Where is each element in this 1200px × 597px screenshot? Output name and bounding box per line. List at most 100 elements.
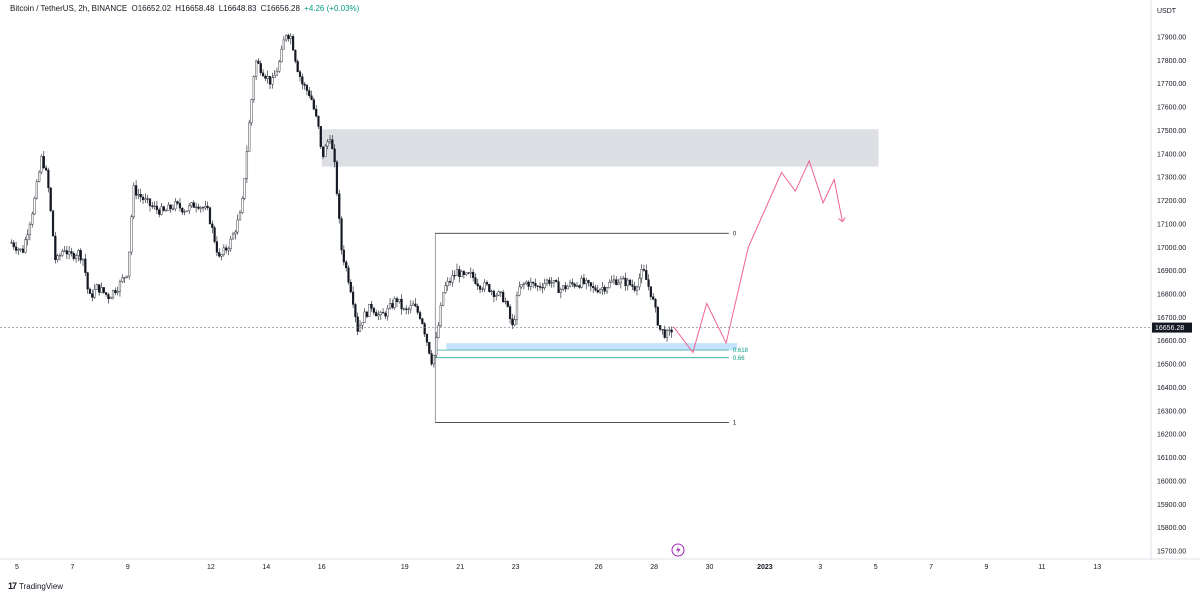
- candle: [165, 208, 168, 212]
- change-value: +4.26 (+0.03%): [304, 4, 360, 13]
- candle: [208, 206, 212, 225]
- candle: [382, 308, 385, 314]
- time-tick-label: 3: [818, 564, 822, 571]
- candle: [315, 105, 318, 118]
- candle: [28, 221, 32, 241]
- candle: [633, 281, 636, 293]
- candle: [342, 245, 345, 266]
- candle: [271, 72, 274, 89]
- candle: [562, 285, 565, 292]
- candle: [462, 269, 465, 279]
- candle: [589, 282, 592, 292]
- candle: [435, 331, 438, 358]
- candle: [192, 200, 195, 208]
- time-tick-label: 26: [595, 564, 603, 571]
- fib-level-label: 0.66: [733, 356, 745, 362]
- price-axis[interactable]: 17900.00 17800.00 17700.00 17600.00 17500.00…: [1157, 35, 1186, 556]
- candle: [114, 287, 117, 296]
- candle: [580, 275, 583, 289]
- candle: [615, 276, 618, 286]
- high-value: H16658.48: [175, 4, 215, 13]
- candle: [169, 203, 172, 213]
- candle: [319, 125, 322, 150]
- candle: [656, 305, 659, 327]
- candle: [356, 312, 359, 336]
- candle: [220, 253, 223, 261]
- candle: [118, 279, 122, 297]
- tradingview-brand[interactable]: TradingView: [19, 581, 64, 591]
- candle: [490, 289, 493, 296]
- candle: [458, 265, 461, 283]
- candle: [649, 286, 652, 301]
- candle: [573, 282, 576, 289]
- candle: [10, 239, 13, 244]
- candle: [139, 188, 142, 203]
- time-axis[interactable]: 5 7 9 12 14 16 19 21 23 26 28 30 2023 3 5 7 9 11 13: [15, 564, 1101, 571]
- projection-path[interactable]: [673, 159, 843, 354]
- candle: [483, 279, 486, 292]
- candle: [645, 264, 648, 280]
- candle: [358, 320, 362, 333]
- candle: [162, 205, 165, 212]
- lightning-icon[interactable]: [671, 543, 685, 557]
- candle: [56, 253, 59, 263]
- candle: [668, 326, 671, 336]
- candle: [31, 211, 34, 228]
- svg-text:16656.28: 16656.28: [1155, 325, 1184, 332]
- candle: [363, 308, 366, 323]
- candle: [321, 146, 325, 160]
- candle: [393, 296, 396, 310]
- candle: [400, 294, 403, 315]
- price-tick-label: 17900.00: [1157, 35, 1186, 42]
- candle: [395, 296, 399, 308]
- candle: [19, 248, 22, 253]
- candle: [665, 328, 669, 342]
- symbol-title[interactable]: Bitcoin / TetherUS, 2h, BINANCE: [10, 4, 128, 13]
- candle: [167, 202, 170, 211]
- candle: [619, 276, 622, 289]
- candle: [502, 289, 505, 303]
- candle: [594, 284, 597, 292]
- candle: [624, 272, 627, 291]
- candle: [33, 196, 36, 215]
- candle: [506, 300, 509, 308]
- candle: [495, 292, 498, 301]
- candle: [84, 253, 87, 277]
- candle: [63, 246, 66, 253]
- candle: [571, 278, 574, 288]
- candle: [437, 322, 440, 339]
- candle: [412, 300, 415, 306]
- candle: [511, 314, 514, 329]
- candle: [21, 244, 25, 254]
- candle: [218, 248, 221, 258]
- candle: [312, 97, 315, 111]
- candle: [402, 307, 405, 311]
- price-tick-label: 16500.00: [1157, 362, 1186, 369]
- supply-zone-rectangle[interactable]: [321, 129, 879, 167]
- candle: [308, 86, 311, 99]
- candle: [513, 315, 516, 327]
- time-tick-label: 12: [207, 564, 215, 571]
- candle: [275, 67, 279, 76]
- candle: [229, 235, 232, 252]
- candle: [328, 135, 332, 145]
- candle: [81, 258, 85, 266]
- tradingview-logo-icon[interactable]: 17: [8, 581, 17, 591]
- candle: [231, 231, 235, 240]
- candle: [596, 285, 599, 294]
- price-tick-label: 17600.00: [1157, 105, 1186, 112]
- fibonacci-retracement[interactable]: 0 0.618 0.66 1: [434, 231, 749, 427]
- candle: [439, 302, 442, 328]
- candle: [451, 270, 454, 287]
- candle: [261, 69, 265, 77]
- candle: [132, 182, 135, 220]
- demand-zone-rectangle[interactable]: [446, 343, 738, 351]
- candle: [608, 279, 611, 289]
- candle: [225, 244, 228, 254]
- candle: [278, 59, 281, 73]
- time-tick-label: 5: [15, 564, 19, 571]
- time-tick-label: 7: [929, 564, 933, 571]
- time-tick-label: 30: [706, 564, 714, 571]
- time-tick-label: 2023: [757, 564, 773, 571]
